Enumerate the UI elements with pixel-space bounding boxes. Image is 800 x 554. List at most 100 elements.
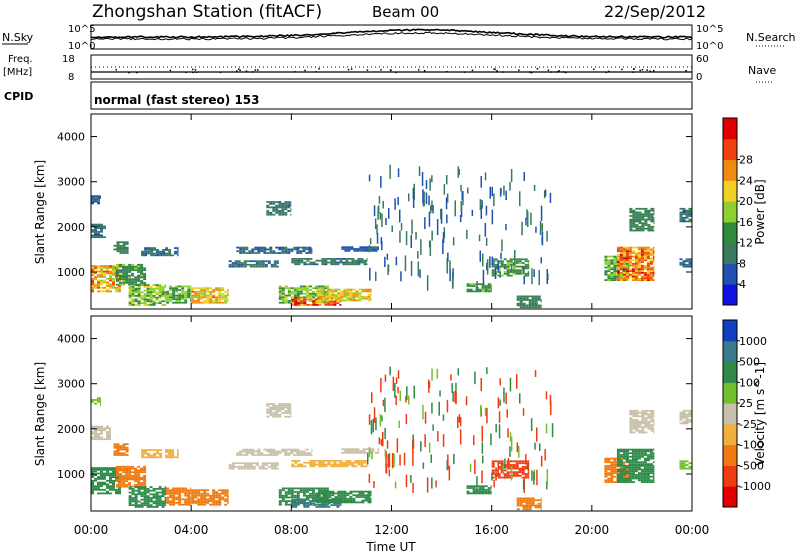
heatmap-cell [246, 465, 250, 468]
heatmap-cell [631, 475, 635, 478]
heatmap-cell [206, 300, 210, 302]
heatmap-cell [203, 289, 207, 291]
heatmap-cell [330, 504, 334, 506]
sparse-echo [373, 205, 376, 217]
heatmap-cell [308, 294, 312, 297]
sparse-echo [497, 260, 499, 272]
heatmap-cell [512, 272, 516, 275]
heatmap-cell [350, 451, 354, 454]
heatmap-cell [619, 474, 623, 476]
sparse-echo [533, 471, 535, 485]
heatmap-cell [322, 499, 326, 502]
heatmap-cell [264, 462, 268, 465]
heatmap-cell [346, 497, 350, 500]
heatmap-cell [215, 500, 219, 502]
heatmap-cell [644, 213, 648, 216]
heatmap-cell [106, 272, 109, 275]
heatmap-cell [299, 452, 303, 455]
heatmap-cell [321, 259, 325, 262]
heatmap-cell [377, 448, 379, 451]
heatmap-cell [325, 497, 329, 500]
heatmap-cell [152, 302, 156, 304]
heatmap-cell [647, 227, 651, 230]
freq-dot [536, 68, 539, 70]
heatmap-cell [119, 276, 122, 279]
heatmap-cell [490, 492, 492, 495]
heatmap-cell [116, 241, 120, 244]
heatmap-cell [524, 265, 528, 268]
heatmap-cell [115, 265, 118, 267]
heatmap-cell [364, 494, 368, 497]
heatmap-patch [629, 409, 655, 434]
sparse-echo [418, 166, 421, 176]
heatmap-cell [619, 470, 623, 473]
heatmap-cell [640, 270, 644, 272]
heatmap-cell [370, 288, 372, 291]
sparse-echo [545, 423, 548, 434]
heatmap-cell [497, 462, 501, 465]
heatmap-cell [175, 301, 179, 304]
heatmap-cell [171, 449, 175, 451]
heatmap-cell [679, 213, 683, 216]
heatmap-cell [525, 297, 529, 300]
heatmap-cell [166, 498, 170, 501]
heatmap-cell [337, 295, 341, 298]
heatmap-cell [622, 457, 626, 460]
sparse-echo [397, 386, 399, 394]
heatmap-cell [143, 500, 147, 503]
heatmap-patch [491, 460, 530, 479]
heatmap-cell [319, 294, 323, 296]
heatmap-cell [358, 292, 362, 295]
sparse-echo [443, 227, 446, 239]
heatmap-cell [236, 250, 240, 253]
heatmap-cell [287, 252, 291, 254]
heatmap-cell [643, 463, 647, 465]
sparse-echo [403, 452, 406, 466]
heatmap-cell [278, 403, 282, 405]
heatmap-cell [191, 300, 195, 302]
heatmap-cell [103, 438, 106, 441]
heatmap-cell [284, 502, 288, 504]
heatmap-cell [632, 220, 636, 223]
heatmap-cell [481, 286, 485, 289]
heatmap-cell [158, 302, 162, 304]
heatmap-cell [246, 260, 250, 263]
heatmap-cell [628, 455, 632, 458]
heatmap-cell [109, 432, 111, 435]
heatmap-cell [252, 263, 256, 266]
heatmap-cell [519, 501, 523, 503]
heatmap-cell [641, 229, 645, 232]
heatmap-cell [524, 258, 528, 261]
freq-dot [169, 69, 172, 72]
heatmap-cell [263, 248, 267, 251]
heatmap-cell [522, 506, 526, 509]
heatmap-cell [234, 265, 238, 268]
heatmap-cell [149, 498, 153, 501]
freq-dot [649, 70, 651, 72]
heatmap-cell [278, 292, 282, 295]
heatmap-cell [165, 456, 169, 459]
heatmap-cell [261, 465, 265, 468]
sparse-echo [394, 481, 397, 489]
heatmap-cell [320, 487, 324, 490]
heatmap-cell [649, 470, 653, 473]
heatmap-cell [634, 459, 638, 462]
sparse-echo [495, 424, 497, 433]
heatmap-cell [525, 304, 529, 307]
heatmap-cell [177, 452, 179, 455]
sparse-echo [469, 463, 472, 472]
heatmap-cell [293, 248, 297, 251]
heatmap-cell [143, 274, 147, 277]
heatmap-cell [100, 436, 103, 439]
colorbar-swatch [723, 159, 737, 181]
heatmap-cell [610, 470, 614, 473]
heatmap-cell [625, 246, 629, 249]
heatmap-cell [634, 457, 638, 460]
heatmap-cell [287, 408, 291, 411]
heatmap-cell [267, 262, 271, 264]
heatmap-cell [200, 292, 204, 295]
heatmap-cell [641, 429, 645, 432]
heatmap-cell [324, 460, 328, 462]
heatmap-cell [242, 252, 246, 254]
